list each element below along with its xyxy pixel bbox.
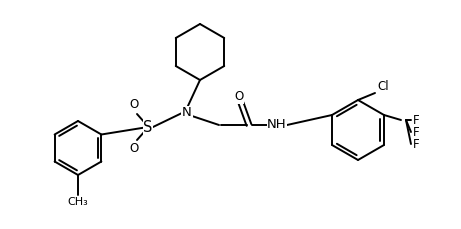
Text: O: O — [234, 90, 243, 104]
Text: S: S — [143, 120, 153, 134]
Text: F: F — [413, 114, 420, 126]
Text: O: O — [130, 142, 139, 155]
Text: O: O — [130, 98, 139, 112]
Text: CH₃: CH₃ — [68, 197, 89, 207]
Text: Cl: Cl — [377, 81, 389, 93]
Text: N: N — [182, 106, 192, 120]
Text: F: F — [413, 137, 420, 150]
Text: NH: NH — [267, 118, 287, 131]
Text: F: F — [413, 125, 420, 139]
